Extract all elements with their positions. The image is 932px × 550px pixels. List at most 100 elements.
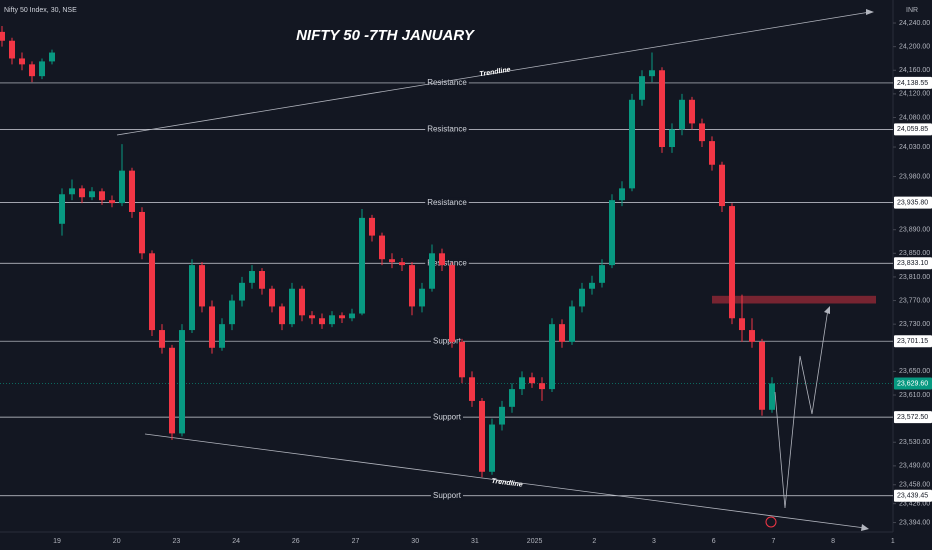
level-price-label: 24,138.55	[897, 80, 928, 87]
candle-body	[59, 194, 65, 224]
candle-body	[749, 330, 755, 342]
candle-body	[139, 211, 145, 254]
level-text: Support	[433, 336, 462, 345]
candle-body	[689, 99, 695, 124]
candle-body	[459, 341, 465, 378]
level-price-label: 23,701.15	[897, 338, 928, 345]
candle-body	[579, 288, 585, 307]
candle-body	[119, 170, 125, 204]
level-text: Support	[433, 412, 462, 421]
y-tick-label: 23,850.00	[899, 250, 930, 257]
candle-body	[349, 313, 355, 319]
candle-body	[219, 324, 225, 348]
candle-body	[149, 253, 155, 331]
level-text-bg	[425, 258, 469, 269]
lower-trendline	[144, 433, 866, 529]
x-tick-label: 27	[352, 538, 360, 545]
level-price-bg	[894, 76, 932, 89]
candle-body	[769, 383, 775, 410]
last-price-label: 23,629.60	[897, 380, 928, 387]
candle-body	[189, 265, 195, 331]
y-tick-label: 24,240.00	[899, 20, 930, 27]
candle-body	[29, 64, 35, 77]
candle-body	[449, 265, 455, 342]
x-tick-label: 8	[831, 538, 835, 545]
level-price-bg	[894, 257, 932, 270]
trendline-label: Trendline	[491, 478, 523, 489]
x-tick-label: 19	[53, 538, 61, 545]
level-text: Resistance	[427, 78, 467, 87]
trendline-label: Trendline	[479, 66, 511, 78]
candle-body	[429, 253, 435, 289]
candle-body	[629, 99, 635, 189]
y-tick-label: 23,810.00	[899, 274, 930, 281]
y-tick-label: 23,458.00	[899, 482, 930, 489]
candle-body	[339, 315, 345, 319]
candle-body	[709, 141, 715, 165]
y-tick-label: 24,080.00	[899, 114, 930, 121]
level-text-bg	[430, 336, 464, 347]
level-text: Resistance	[427, 125, 467, 134]
candle-body	[369, 217, 375, 236]
candle-body	[109, 200, 115, 204]
y-tick-label: 23,980.00	[899, 173, 930, 180]
header: Nifty 50 Index, 30, NSE	[4, 7, 77, 14]
zone	[712, 295, 876, 304]
y-tick-label: 24,030.00	[899, 144, 930, 151]
candle-body	[489, 424, 495, 472]
x-tick-label: 30	[411, 538, 419, 545]
level-price-bg	[894, 196, 932, 209]
level-price-bg	[894, 411, 932, 424]
level-price-label: 23,833.10	[897, 260, 928, 267]
level-price-label: 24,059.85	[897, 126, 928, 133]
candle-body	[619, 188, 625, 201]
x-tick-label: 2	[592, 538, 596, 545]
arrow-head	[866, 9, 874, 15]
x-tick-label: 2025	[527, 538, 543, 545]
level-text-bg	[430, 412, 464, 423]
y-tick-label: 23,426.00	[899, 501, 930, 508]
candle-body	[609, 200, 615, 266]
candle-body	[679, 99, 685, 130]
candle-body	[739, 318, 745, 331]
candle-body	[259, 271, 265, 289]
candle-body	[409, 265, 415, 307]
candle-body	[509, 389, 515, 407]
y-tick-label: 23,890.00	[899, 227, 930, 234]
y-tick-label: 23,394.00	[899, 519, 930, 526]
x-tick-label: 24	[232, 538, 240, 545]
candle-body	[69, 188, 75, 195]
x-tick-label: 7	[771, 538, 775, 545]
candle-body	[179, 330, 185, 434]
candle-body	[519, 377, 525, 390]
level-text: Resistance	[427, 198, 467, 207]
level-price-bg	[894, 335, 932, 348]
level-price-label: 23,439.45	[897, 493, 928, 500]
y-tick-label: 24,200.00	[899, 43, 930, 50]
candle-body	[659, 70, 665, 148]
x-tick-label: 31	[471, 538, 479, 545]
candle-body	[89, 191, 95, 198]
candle-body	[79, 188, 85, 198]
candle-body	[599, 265, 605, 283]
candle-body	[529, 377, 535, 384]
candle-body	[239, 282, 245, 301]
arrow-head	[861, 524, 869, 531]
candle-body	[269, 288, 275, 307]
candle-body	[309, 315, 315, 319]
y-tick-label: 24,160.00	[899, 67, 930, 74]
level-text-bg	[425, 77, 469, 88]
candle-body	[439, 253, 445, 266]
candle-body	[669, 129, 675, 148]
x-tick-label: 1	[891, 538, 895, 545]
candle-body	[419, 288, 425, 307]
y-tick-label: 23,610.00	[899, 392, 930, 399]
x-tick-label: 23	[173, 538, 181, 545]
y-tick-label: 24,120.00	[899, 91, 930, 98]
level-price-bg	[894, 489, 932, 502]
candle-body	[169, 347, 175, 434]
candle-body	[759, 341, 765, 410]
x-tick-label: 6	[712, 538, 716, 545]
candle-body	[729, 206, 735, 319]
candle-body	[719, 164, 725, 207]
